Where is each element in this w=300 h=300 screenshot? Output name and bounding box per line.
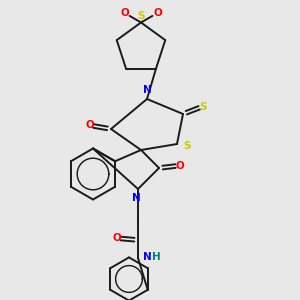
Text: S: S: [137, 11, 145, 21]
Text: H: H: [152, 252, 161, 262]
Text: O: O: [120, 8, 129, 18]
Text: O: O: [175, 160, 184, 171]
Text: S: S: [199, 101, 206, 112]
Text: N: N: [143, 252, 152, 262]
Text: N: N: [142, 85, 152, 95]
Text: O: O: [112, 233, 122, 243]
Text: S: S: [184, 141, 191, 152]
Text: O: O: [85, 120, 94, 130]
Text: N: N: [132, 193, 141, 203]
Text: O: O: [153, 8, 162, 18]
